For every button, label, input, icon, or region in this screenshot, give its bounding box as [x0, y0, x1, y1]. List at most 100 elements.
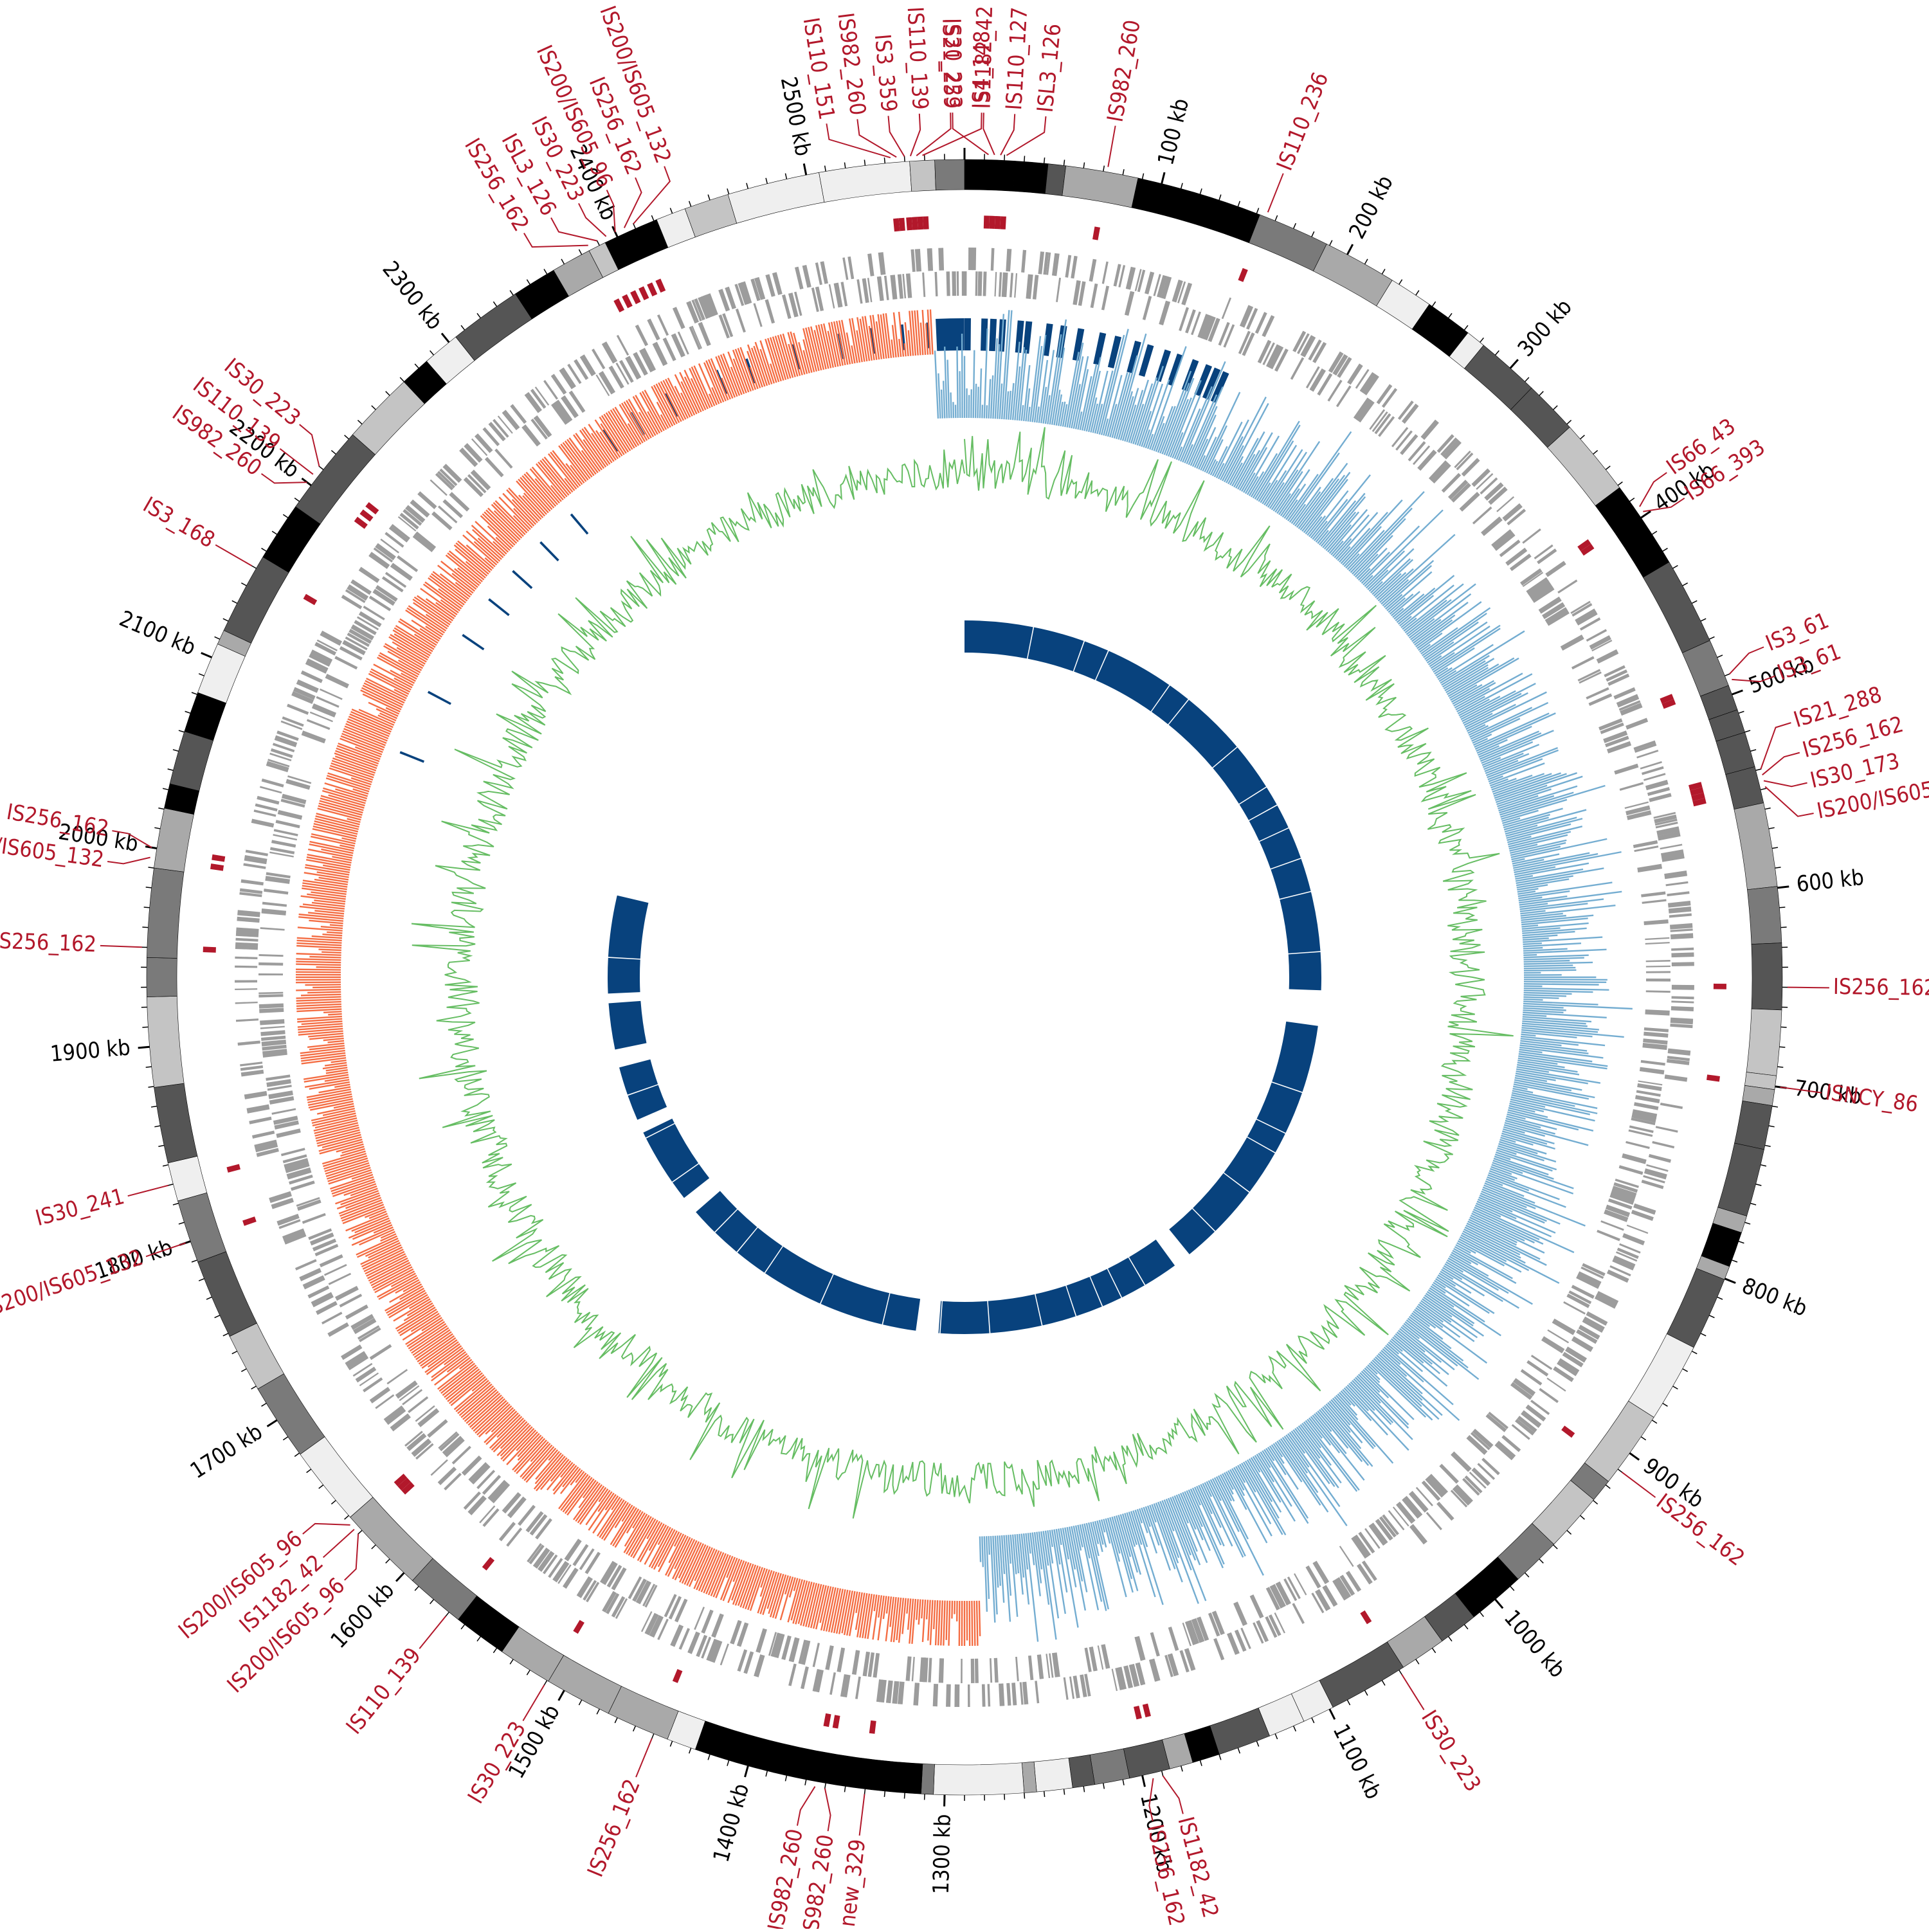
ruler-tick [527, 1670, 530, 1675]
gene-feature [934, 272, 937, 296]
ruler-tick [201, 653, 212, 657]
gc-skew-bar [874, 1594, 877, 1611]
blast-hit-block [488, 598, 510, 616]
gc-skew-bar [941, 390, 943, 419]
is-element-mark [1714, 984, 1726, 989]
scaffold-segment [1186, 192, 1260, 242]
ruler-tick [670, 208, 672, 213]
ruler-tick [1756, 1184, 1762, 1186]
ruler-tick [1781, 927, 1787, 928]
is-leader-line [1761, 723, 1791, 769]
ruler-tick [331, 1501, 336, 1504]
gene-feature [485, 457, 504, 478]
ruler-tick [241, 583, 246, 586]
gene-feature [295, 1259, 317, 1270]
ruler-tick [651, 215, 653, 221]
gene-feature [341, 595, 363, 609]
gene-feature [913, 1683, 919, 1705]
blast-hit-block [462, 634, 484, 651]
gene-feature [1622, 1233, 1645, 1245]
gc-skew-bar [312, 936, 342, 938]
ruler-tick [199, 1279, 204, 1281]
gene-feature [910, 249, 915, 272]
gc-skew-bar [496, 537, 510, 550]
ruler-tick [1200, 1760, 1202, 1766]
gene-feature [938, 248, 944, 270]
ruler-tick [1692, 600, 1697, 603]
gene-feature [281, 1148, 305, 1156]
ruler-tick [1580, 435, 1585, 439]
scaffold-segment [853, 1758, 892, 1792]
scaffold-segment [198, 1252, 257, 1337]
is-leader-line [1764, 781, 1807, 786]
gene-feature [363, 1377, 383, 1392]
is-element-mark [1000, 216, 1006, 229]
scaffold-segment [224, 557, 289, 643]
ruler-tick [430, 1600, 434, 1604]
is-leader-line [1163, 1776, 1183, 1814]
ruler-tick [144, 907, 150, 908]
gene-feature [235, 966, 257, 968]
ruler-tick [727, 188, 729, 194]
ruler-tick [151, 1106, 157, 1107]
gene-feature [1439, 1464, 1459, 1484]
is-leader-line [797, 1787, 815, 1826]
gene-feature [1644, 919, 1668, 925]
ruler-label: 2100 kb [116, 606, 199, 661]
gene-feature [1292, 1603, 1305, 1624]
ruler-tick [461, 1625, 465, 1629]
gc-skew-bar [301, 995, 341, 996]
ruler-tick [1772, 847, 1778, 848]
ruler-tick [747, 183, 748, 189]
ruler-tick [805, 1780, 806, 1785]
ruler-tick [199, 674, 204, 676]
gene-feature [736, 309, 746, 332]
gc-skew-bar [980, 368, 981, 418]
gene-feature [1159, 301, 1170, 325]
ruler-tick [1761, 1165, 1766, 1166]
ruler-tick [251, 566, 257, 569]
gene-feature [1522, 528, 1541, 544]
scaffold-segment [350, 1497, 433, 1581]
ruler-tick [179, 1222, 185, 1224]
ruler-tick [1652, 531, 1657, 534]
gene-feature [957, 271, 959, 296]
ruler-tick [1510, 1586, 1514, 1591]
gc-skew-bar [1524, 970, 1576, 971]
gene-feature [320, 689, 343, 700]
gc-skew-bar [307, 992, 341, 993]
is-leader-line [888, 116, 904, 156]
gene-feature [890, 275, 897, 300]
gene-feature [1006, 1683, 1011, 1706]
gc-skew-bar [1352, 1380, 1393, 1423]
gc-skew-bar [1523, 948, 1543, 949]
gene-feature [1015, 1657, 1019, 1681]
ruler-label: 800 kb [1739, 1273, 1811, 1322]
scaffold-segment [147, 868, 184, 959]
gene-feature [1671, 952, 1694, 957]
is-element-label: IS982_260 [832, 11, 871, 116]
ruler-tick [1464, 1625, 1468, 1629]
is-element-mark [365, 502, 379, 514]
gc-skew-bar [426, 615, 447, 629]
gc-skew-bar [709, 394, 714, 406]
gene-feature [994, 1658, 999, 1683]
ruler-tick [415, 1586, 419, 1591]
gene-feature [329, 1273, 352, 1285]
gene-feature [243, 863, 266, 869]
ruler-tick [1765, 1145, 1771, 1146]
ruler-tick [1064, 1789, 1065, 1795]
gene-feature [1223, 324, 1235, 348]
gc-skew-bar [928, 1600, 930, 1641]
is-element-label: IS3_359 [869, 33, 902, 113]
gene-feature [765, 299, 775, 323]
gene-feature [1671, 1006, 1694, 1011]
ruler-tick [884, 158, 885, 163]
ruler-tick [745, 1766, 748, 1777]
ruler-tick [1024, 156, 1025, 161]
gene-feature [999, 272, 1002, 296]
gc-skew-bar [296, 972, 341, 973]
gc-skew-bar [977, 387, 978, 419]
ruler-tick [727, 1760, 729, 1766]
gene-feature [647, 318, 660, 340]
